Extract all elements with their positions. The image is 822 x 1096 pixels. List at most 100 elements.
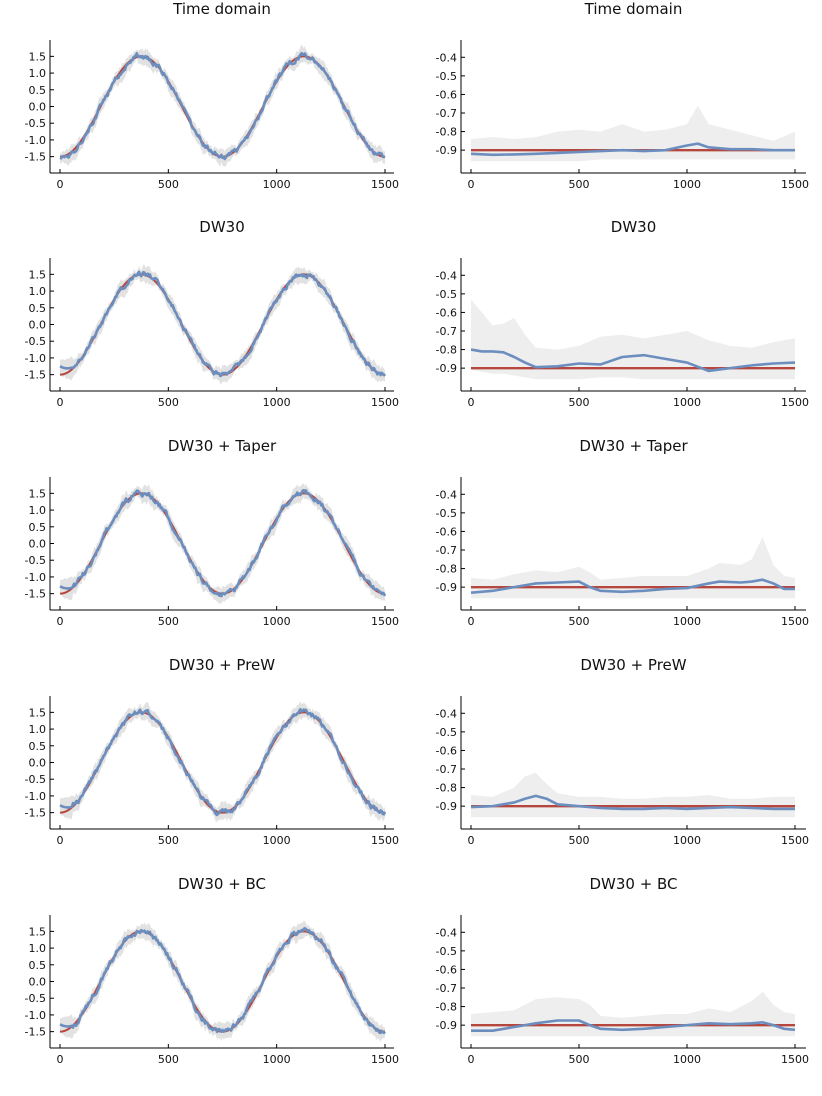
estimate-line bbox=[59, 707, 387, 817]
y-tick-label: -0.8 bbox=[436, 782, 457, 795]
y-tick-label: -0.5 bbox=[25, 992, 46, 1005]
x-tick-label: 1500 bbox=[781, 178, 809, 191]
x-tick-label: 500 bbox=[158, 615, 179, 628]
y-tick-label: -0.7 bbox=[436, 325, 457, 338]
x-tick-label: 0 bbox=[57, 396, 64, 409]
x-tick-label: 1000 bbox=[263, 615, 291, 628]
y-tick-label: -0.5 bbox=[25, 335, 46, 348]
y-tick-label: 0.5 bbox=[29, 302, 47, 315]
x-tick-label: 1000 bbox=[673, 834, 701, 847]
estimate-line bbox=[59, 927, 387, 1035]
y-tick-label: 0.5 bbox=[29, 84, 47, 97]
y-tick-label: -0.5 bbox=[436, 507, 457, 520]
x-tick-label: 0 bbox=[468, 615, 475, 628]
y-tick-label: -1.5 bbox=[25, 369, 46, 382]
x-tick-label: 1500 bbox=[781, 615, 809, 628]
estimate-line bbox=[470, 794, 795, 811]
true-signal-line bbox=[59, 711, 386, 814]
y-tick-label: -0.4 bbox=[436, 707, 457, 720]
x-tick-label: 500 bbox=[569, 1053, 590, 1066]
x-tick-label: 500 bbox=[158, 834, 179, 847]
panel-title: DW30 + PreW bbox=[169, 656, 275, 674]
x-tick-label: 0 bbox=[468, 1053, 475, 1066]
y-tick-label: -0.5 bbox=[436, 288, 457, 301]
x-tick-label: 1000 bbox=[263, 396, 291, 409]
y-tick-label: -1.0 bbox=[25, 790, 46, 803]
true-signal-line bbox=[59, 930, 386, 1033]
x-tick-label: 1000 bbox=[673, 1053, 701, 1066]
uncertainty-band bbox=[471, 772, 795, 818]
x-tick-label: 1000 bbox=[263, 834, 291, 847]
x-tick-label: 1500 bbox=[371, 834, 399, 847]
x-tick-label: 1500 bbox=[781, 834, 809, 847]
y-tick-label: 1.5 bbox=[29, 925, 47, 938]
x-tick-label: 0 bbox=[57, 178, 64, 191]
estimate-line bbox=[59, 270, 387, 378]
panel-title: DW30 + PreW bbox=[580, 656, 686, 674]
panel-p1r: Time domain 0 500 1000 1500 -0.9 -0.8 -0.7 -0.6 -… bbox=[436, 0, 809, 191]
estimate-line bbox=[470, 578, 795, 595]
y-tick-label: -0.9 bbox=[436, 1019, 457, 1032]
true-signal-line bbox=[59, 55, 386, 158]
x-tick-label: 0 bbox=[468, 178, 475, 191]
y-tick-label: -0.5 bbox=[25, 773, 46, 786]
uncertainty-band bbox=[60, 264, 385, 385]
y-tick-label: -0.8 bbox=[436, 563, 457, 576]
uncertainty-band bbox=[471, 299, 795, 380]
y-tick-label: 1.5 bbox=[29, 706, 47, 719]
y-tick-label: -0.8 bbox=[436, 1001, 457, 1014]
y-tick-label: -0.5 bbox=[436, 945, 457, 958]
panel-title: DW30 bbox=[611, 218, 656, 236]
y-tick-label: -0.4 bbox=[436, 926, 457, 939]
y-tick-label: 0.0 bbox=[29, 319, 47, 332]
uncertainty-band bbox=[60, 701, 385, 823]
x-tick-label: 500 bbox=[158, 1053, 179, 1066]
x-tick-label: 1500 bbox=[781, 396, 809, 409]
x-tick-label: 1500 bbox=[371, 396, 399, 409]
y-tick-label: 1.5 bbox=[29, 487, 47, 500]
y-tick-label: -1.0 bbox=[25, 352, 46, 365]
panel-p2r: DW30 0 500 1000 1500 -0.9 -0.8 -0.7 -0.6 -0.5 -0.4 bbox=[436, 218, 809, 409]
y-tick-label: -0.7 bbox=[436, 544, 457, 557]
y-tick-label: -0.9 bbox=[436, 800, 457, 813]
panel-p5l: DW30 + BC 0 500 1000 1500 -1.5 -1.0 -0.5 0.0 0.5 1… bbox=[25, 875, 399, 1066]
y-tick-label: 1.5 bbox=[29, 50, 47, 63]
x-tick-label: 1000 bbox=[263, 178, 291, 191]
x-tick-label: 1000 bbox=[673, 178, 701, 191]
x-tick-label: 1500 bbox=[371, 615, 399, 628]
estimate-line bbox=[59, 488, 387, 598]
x-tick-label: 500 bbox=[569, 834, 590, 847]
y-tick-label: -0.4 bbox=[436, 269, 457, 282]
x-tick-label: 500 bbox=[569, 615, 590, 628]
y-tick-label: 1.5 bbox=[29, 268, 47, 281]
y-tick-label: 0.5 bbox=[29, 740, 47, 753]
panel-p3r: DW30 + Taper 0 500 1000 1500 -0.9 -0.8 -0.7 -0.6… bbox=[436, 437, 809, 628]
x-tick-label: 1000 bbox=[263, 1053, 291, 1066]
estimate-line bbox=[470, 142, 795, 157]
y-tick-label: -0.8 bbox=[436, 344, 457, 357]
uncertainty-band bbox=[471, 537, 795, 599]
y-tick-label: -0.6 bbox=[436, 88, 457, 101]
panel-p1l: Time domain 0 500 1000 1500 -1.5 -1.0 -0.5 0.0 0.… bbox=[25, 0, 399, 191]
y-tick-label: -1.0 bbox=[25, 571, 46, 584]
y-tick-label: -0.5 bbox=[436, 70, 457, 83]
y-tick-label: -0.9 bbox=[436, 362, 457, 375]
uncertainty-band bbox=[471, 105, 795, 162]
panel-title: Time domain bbox=[172, 0, 271, 18]
y-tick-label: -1.5 bbox=[25, 151, 46, 164]
y-tick-label: 0.5 bbox=[29, 521, 47, 534]
y-tick-label: -1.5 bbox=[25, 1026, 46, 1039]
panel-p2l: DW30 0 500 1000 1500 -1.5 -1.0 -0.5 0.0 0.5 1.0 1.5 bbox=[25, 218, 399, 409]
x-tick-label: 0 bbox=[57, 615, 64, 628]
y-tick-label: -0.6 bbox=[436, 963, 457, 976]
panel-p4r: DW30 + PreW 0 500 1000 1500 -0.9 -0.8 -0.7 -0.6 -… bbox=[436, 656, 809, 847]
y-tick-label: 1.0 bbox=[29, 67, 47, 80]
y-tick-label: -1.5 bbox=[25, 588, 46, 601]
y-tick-label: 1.0 bbox=[29, 504, 47, 517]
x-tick-label: 0 bbox=[468, 834, 475, 847]
y-tick-label: -0.5 bbox=[25, 117, 46, 130]
y-tick-label: -0.5 bbox=[25, 554, 46, 567]
y-tick-label: -0.4 bbox=[436, 488, 457, 501]
x-tick-label: 0 bbox=[57, 834, 64, 847]
y-tick-label: 0.0 bbox=[29, 538, 47, 551]
